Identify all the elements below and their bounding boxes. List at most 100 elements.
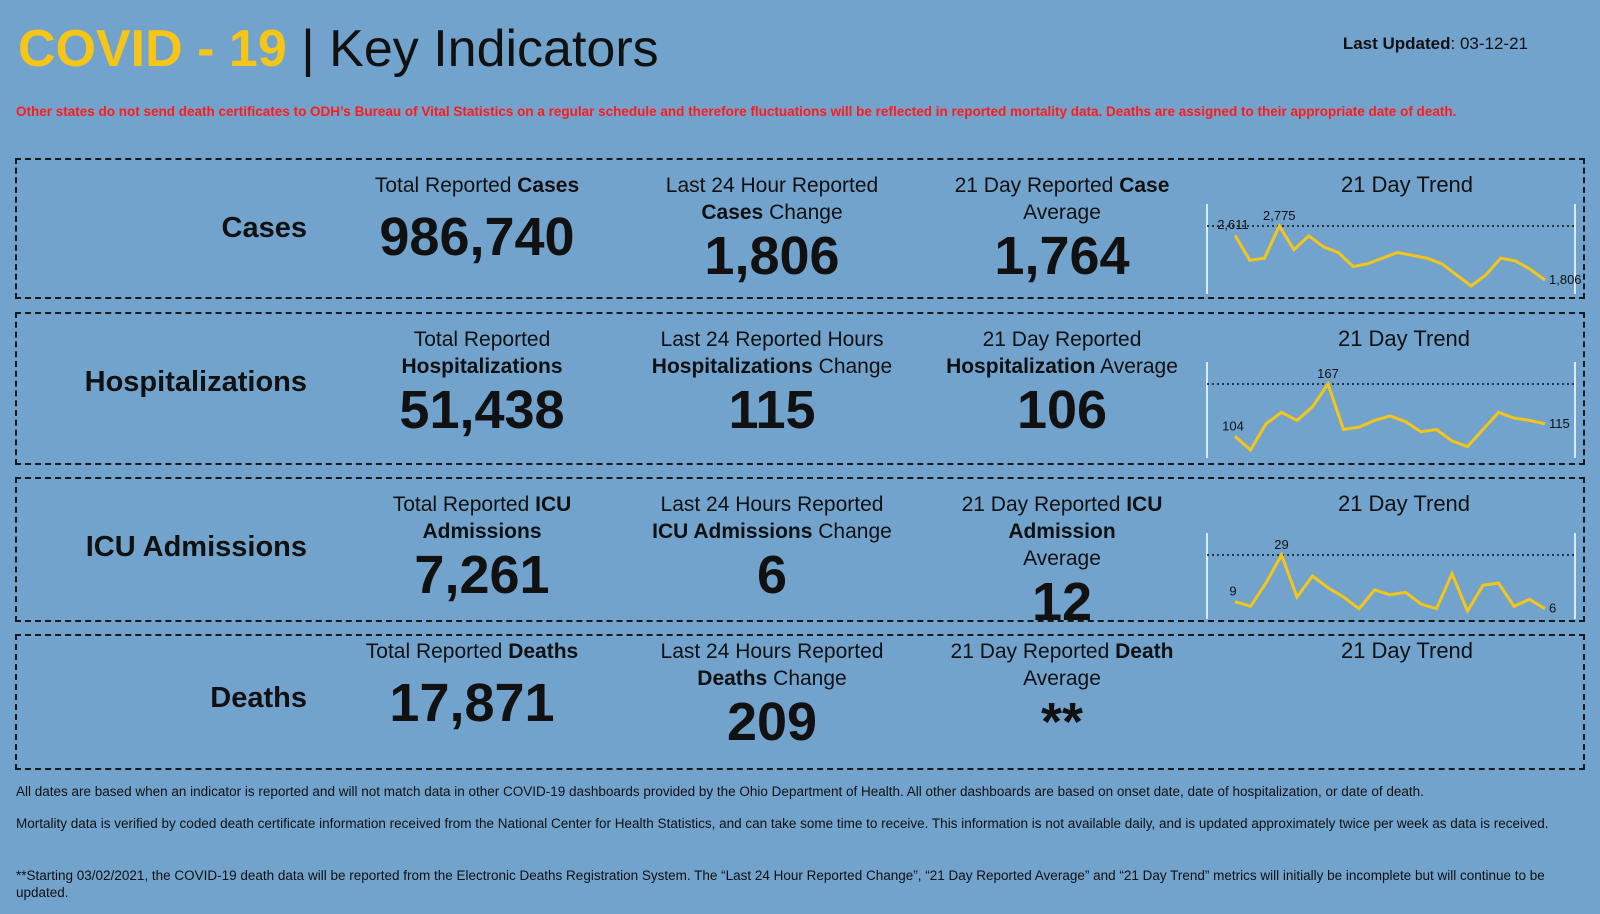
- caption-text: Change: [763, 201, 843, 224]
- title-brand: COVID - 19: [18, 20, 287, 78]
- metric-value: 106: [1016, 380, 1108, 440]
- metric-caption: 21 Day Reported ICU Admission Average: [917, 491, 1207, 572]
- caption-bold: Hospitalizations: [401, 355, 563, 378]
- trend-title: 21 Day Trend: [1340, 172, 1474, 197]
- metric-24h-cases: Last 24 Hour Reported Cases Change 1,806: [607, 172, 937, 286]
- caption-bold: ICU Admissions: [422, 493, 572, 543]
- header: COVID - 19 | Key Indicators: [18, 14, 659, 84]
- caption-text: Total Reported: [413, 328, 551, 351]
- caption-text: 21 Day Reported: [950, 640, 1116, 663]
- caption-text: Average: [1023, 667, 1101, 690]
- trend-chart-icu: 9 29 6: [1206, 533, 1576, 619]
- caption-text: Change: [767, 667, 847, 690]
- trend-chart-cases: 2,611 2,775 1,806: [1206, 204, 1582, 294]
- caption-text: Average: [1095, 355, 1178, 378]
- caption-bold: Deaths: [697, 667, 768, 690]
- caption-text: Last 24 Reported Hours: [660, 328, 884, 351]
- metric-caption: Total Reported Cases: [332, 172, 622, 199]
- trend-title: 21 Day Trend: [1340, 638, 1474, 663]
- metric-21d-deaths: 21 Day Reported Death Average **: [917, 638, 1207, 752]
- metric-value: 1,806: [704, 226, 840, 286]
- panel-deaths: Deaths Total Reported Deaths 17,871 Last…: [15, 634, 1585, 770]
- metric-24h-icu: Last 24 Hours Reported ICU Admissions Cha…: [607, 491, 937, 605]
- trend-end-label: 6: [1549, 601, 1556, 616]
- caption-text: Average: [1023, 547, 1101, 570]
- metric-24h-hospitalizations: Last 24 Reported Hours Hospitalizations C…: [607, 326, 937, 440]
- caption-text: Average: [1023, 201, 1101, 224]
- metric-21d-cases: 21 Day Reported Case Average 1,764: [917, 172, 1207, 286]
- metric-value: 209: [726, 692, 818, 752]
- metric-total-hospitalizations: Total Reported Hospitalizations 51,438: [332, 326, 632, 440]
- metric-value: 7,261: [414, 545, 550, 605]
- caption-bold: Case: [1119, 174, 1170, 197]
- caption-bold: Cases: [701, 201, 764, 224]
- caption-text: Last 24 Hours Reported: [660, 640, 884, 663]
- metric-value: 12: [1031, 572, 1093, 632]
- caption-text: 21 Day Reported: [954, 174, 1120, 197]
- caption-bold: Hospitalization: [946, 355, 1096, 378]
- caption-bold: Death: [1115, 640, 1174, 663]
- metric-caption: 21 Day Reported Hospitalization Average: [917, 326, 1207, 380]
- caption-text: Total Reported: [374, 174, 518, 197]
- panel-cases: Cases Total Reported Cases 986,740 Last …: [15, 158, 1585, 299]
- row-label-hospitalizations: Hospitalizations: [84, 366, 307, 398]
- caption-bold: Cases: [517, 174, 580, 197]
- panel-icu: ICU Admissions Total Reported ICU Admiss…: [15, 477, 1585, 632]
- footer-note-2: Mortality data is verified by coded deat…: [16, 816, 1549, 831]
- metric-value: 51,438: [399, 380, 565, 440]
- trend-end-label: 1,806: [1549, 272, 1582, 287]
- metric-value: 17,871: [389, 673, 555, 733]
- caption-text: Total Reported: [365, 640, 509, 663]
- metric-24h-deaths: Last 24 Hours Reported Deaths Change 209: [607, 638, 937, 752]
- metric-value: 1,764: [994, 226, 1130, 286]
- row-label-deaths: Deaths: [210, 682, 307, 714]
- metric-caption: Last 24 Reported Hours Hospitalizations C…: [607, 326, 937, 380]
- metric-caption: Last 24 Hours Reported Deaths Change: [607, 638, 937, 692]
- trend-end-label: 115: [1549, 416, 1570, 431]
- metric-caption: Total Reported Deaths: [322, 638, 622, 665]
- trend-peak-label: 29: [1274, 537, 1288, 552]
- trend-peak-label: 2,775: [1263, 208, 1296, 223]
- metric-value: **: [1040, 692, 1084, 752]
- metric-value: 986,740: [379, 207, 575, 267]
- metric-21d-icu: 21 Day Reported ICU Admission Average 12: [917, 491, 1207, 632]
- trend-line: [1233, 222, 1546, 288]
- caption-text: Change: [812, 355, 893, 378]
- trend-line: [1234, 380, 1546, 453]
- caption-text: Total Reported: [392, 493, 536, 516]
- last-updated-value: : 03-12-21: [1450, 34, 1529, 53]
- row-label-cases: Cases: [221, 212, 307, 244]
- caption-text: 21 Day Reported: [961, 493, 1127, 516]
- caption-bold: ICU Admission: [1008, 493, 1163, 543]
- last-updated: Last Updated: 03-12-21: [1343, 34, 1528, 54]
- caption-text: Last 24 Hour Reported: [665, 174, 879, 197]
- trend-line: [1234, 551, 1546, 615]
- last-updated-label: Last Updated: [1342, 34, 1451, 53]
- metric-value: 115: [728, 380, 816, 440]
- metric-caption: Last 24 Hour Reported Cases Change: [607, 172, 937, 226]
- trend-start-label: 104: [1222, 418, 1244, 433]
- mortality-warning: Other states do not send death certifica…: [16, 104, 1457, 119]
- title-text: Key Indicators: [329, 20, 659, 78]
- caption-text: 21 Day Reported: [982, 328, 1142, 351]
- metric-value: 6: [756, 545, 788, 605]
- title-separator: |: [301, 20, 315, 78]
- metric-total-cases: Total Reported Cases 986,740: [332, 172, 622, 267]
- panel-hospitalizations: Hospitalizations Total Reported Hospitali…: [15, 312, 1585, 465]
- trend-title: 21 Day Trend: [1337, 491, 1471, 516]
- trend-title: 21 Day Trend: [1337, 326, 1471, 351]
- caption-bold: Deaths: [508, 640, 579, 663]
- trend-peak-label: 167: [1317, 366, 1339, 381]
- metric-caption: Total Reported ICU Admissions: [332, 491, 632, 545]
- metric-caption: Last 24 Hours Reported ICU Admissions Cha…: [607, 491, 937, 545]
- page-title: COVID - 19 | Key Indicators: [18, 14, 659, 84]
- caption-bold: ICU Admissions: [652, 520, 813, 543]
- trend-start-label: 2,611: [1217, 217, 1249, 232]
- footer-note-3: **Starting 03/02/2021, the COVID-19 deat…: [16, 868, 1545, 900]
- caption-text: Last 24 Hours Reported: [660, 493, 884, 516]
- row-label-icu: ICU Admissions: [85, 531, 307, 563]
- caption-bold: Hospitalizations: [651, 355, 813, 378]
- trend-start-label: 9: [1229, 584, 1236, 599]
- metric-total-icu: Total Reported ICU Admissions 7,261: [332, 491, 632, 605]
- metric-21d-hospitalizations: 21 Day Reported Hospitalization Average 1…: [917, 326, 1207, 440]
